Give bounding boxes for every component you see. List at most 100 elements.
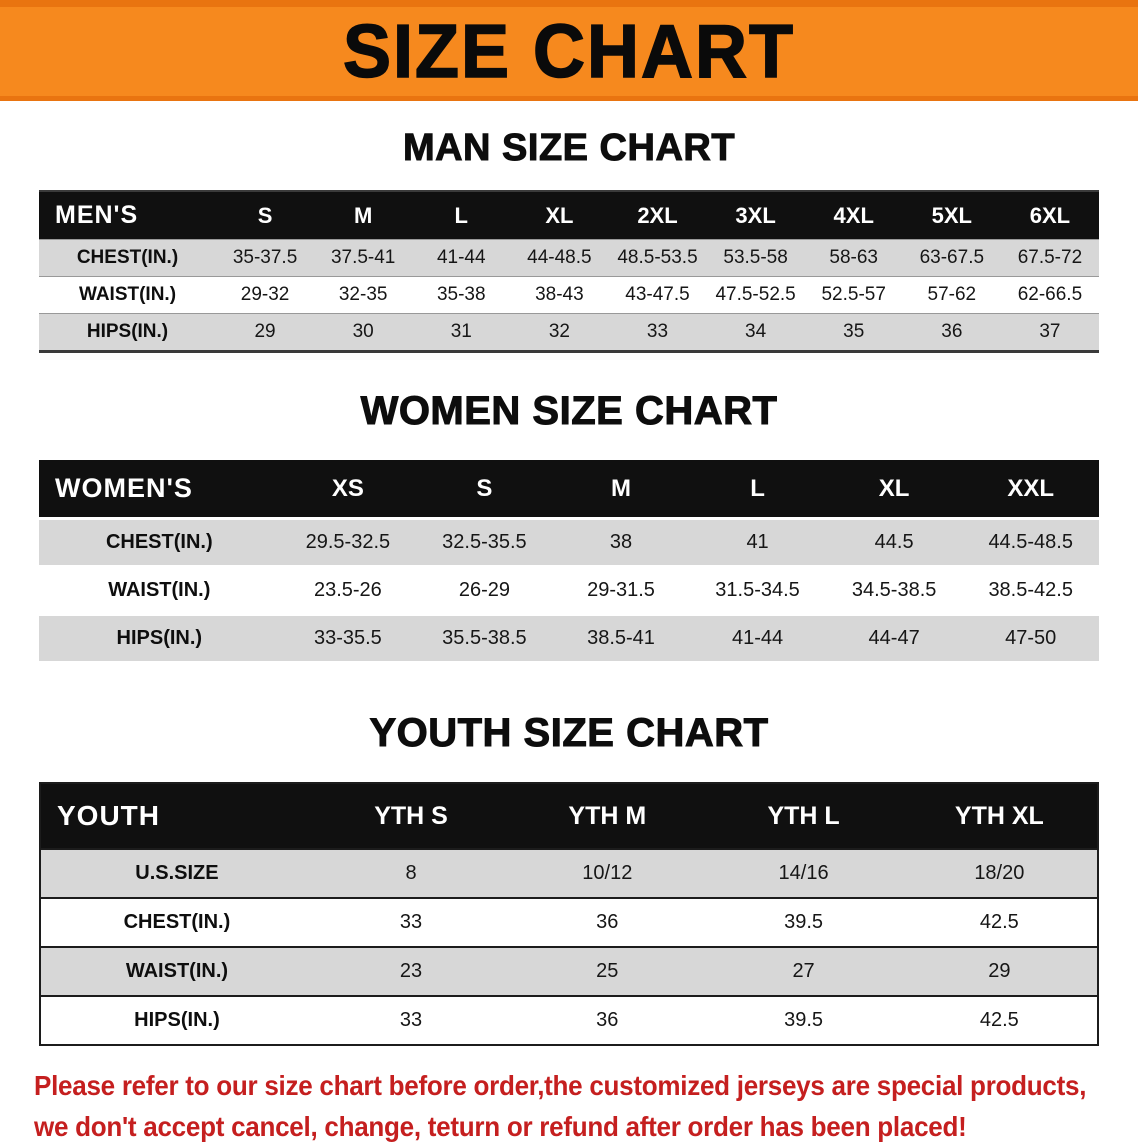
table-row: WAIST(IN.) 23 25 27 29 (40, 947, 1098, 996)
men-chart-heading: MAN SIZE CHART (402, 127, 736, 170)
table-row: U.S.SIZE 8 10/12 14/16 18/20 (40, 849, 1098, 898)
section-women: WOMEN SIZE CHART WOMEN'S XS S M L XL XXL CHEST(… (0, 389, 1138, 661)
size-value-cell: 37.5-41 (330, 247, 396, 268)
size-value-cell: 44-47 (868, 627, 920, 649)
size-value-cell: 63-67.5 (919, 247, 985, 268)
size-column-header: YTH M (568, 801, 647, 830)
size-value-cell: 37 (1039, 321, 1061, 342)
size-value-cell: 47.5-52.5 (715, 284, 796, 305)
size-column-header: 5XL (931, 202, 972, 228)
women-chart-heading: WOMEN SIZE CHART (360, 389, 778, 434)
size-value-cell: 14/16 (778, 862, 829, 884)
size-value-cell: 39.5 (784, 911, 824, 933)
size-value-cell: 29 (254, 321, 276, 342)
size-value-cell: 31 (450, 321, 472, 342)
size-value-cell: 33 (399, 911, 423, 933)
section-men: MAN SIZE CHART MEN'S S M L XL 2XL 3XL 4XL 5XL 6XL… (0, 127, 1138, 353)
page-title: SIZE CHART (342, 9, 795, 94)
size-value-cell: 29-32 (240, 284, 290, 305)
size-value-cell: 62-66.5 (1017, 284, 1083, 305)
size-value-cell: 44.5 (874, 531, 914, 553)
size-value-cell: 29 (988, 960, 1011, 982)
size-column-header: S (257, 202, 273, 228)
size-value-cell: 34 (745, 321, 767, 342)
size-value-cell: 57-62 (927, 284, 977, 305)
disclaimer-line-1: Please refer to our size chart before or… (34, 1070, 1087, 1101)
size-value-cell: 38-43 (535, 284, 584, 305)
size-value-cell: 48.5-53.5 (617, 247, 698, 268)
section-youth: YOUTH SIZE CHART YOUTH YTH S YTH M YTH L YTH… (0, 711, 1138, 1046)
size-column-header: YTH L (767, 801, 840, 830)
banner: SIZE CHART (0, 0, 1138, 101)
size-value-cell: 35 (843, 321, 865, 342)
size-value-cell: 32-35 (338, 284, 388, 305)
size-value-cell: 38.5-41 (587, 627, 655, 649)
size-column-header: 6XL (1029, 202, 1071, 228)
size-value-cell: 38 (609, 531, 633, 553)
row-label-cell: WAIST(IN.) (108, 579, 211, 601)
size-column-header: 4XL (833, 202, 874, 228)
table-row: CHEST(IN.) 35-37.5 37.5-41 41-44 44-48.5 48.5… (39, 239, 1099, 277)
women-size-table: WOMEN'S XS S M L XL XXL CHEST(IN.) 29.5-32.5 32.5… (39, 460, 1099, 661)
size-value-cell: 42.5 (979, 1009, 1019, 1031)
table-title-cell: WOMEN'S (55, 473, 193, 503)
size-value-cell: 35-38 (436, 284, 486, 305)
size-column-header: 3XL (735, 202, 776, 228)
size-value-cell: 44-48.5 (527, 247, 592, 268)
row-label-cell: HIPS(IN.) (116, 627, 203, 649)
size-value-cell: 10/12 (582, 862, 633, 884)
size-value-cell: 41-44 (436, 247, 486, 268)
table-row: CHEST(IN.) 29.5-32.5 32.5-35.5 38 41 44.5 44.5… (39, 518, 1099, 567)
size-value-cell: 31.5-34.5 (715, 579, 800, 601)
table-row: WAIST(IN.) 29-32 32-35 35-38 38-43 43-47.5 47.… (39, 276, 1099, 314)
table-row: WAIST(IN.) 23.5-26 26-29 29-31.5 31.5-34.5 34… (39, 566, 1099, 615)
row-label-cell: CHEST(IN.) (105, 531, 213, 553)
size-value-cell: 34.5-38.5 (851, 579, 937, 601)
size-column-header: M (611, 474, 631, 502)
table-title-cell: MEN'S (55, 201, 139, 229)
table-header-row: YOUTH YTH S YTH M YTH L YTH XL (40, 783, 1098, 849)
size-value-cell: 36 (941, 321, 963, 342)
size-value-cell: 35-37.5 (232, 247, 298, 268)
size-column-header: XL (545, 202, 574, 228)
table-row: HIPS(IN.) 29 30 31 32 33 34 35 36 37 (39, 313, 1099, 352)
size-value-cell: 38.5-42.5 (988, 579, 1073, 601)
row-label-cell: HIPS(IN.) (86, 321, 169, 342)
youth-chart-heading: YOUTH SIZE CHART (369, 711, 769, 756)
size-column-header: 2XL (637, 202, 678, 228)
size-value-cell: 32.5-35.5 (442, 531, 527, 553)
size-value-cell: 41 (746, 531, 769, 553)
size-value-cell: 41-44 (731, 627, 784, 649)
table-row: CHEST(IN.) 33 36 39.5 42.5 (40, 898, 1098, 947)
size-column-header: XL (878, 474, 910, 502)
size-value-cell: 23 (399, 960, 423, 982)
size-value-cell: 35.5-38.5 (442, 627, 527, 649)
size-value-cell: 18/20 (974, 862, 1025, 884)
size-value-cell: 43-47.5 (625, 284, 690, 305)
youth-size-table: YOUTH YTH S YTH M YTH L YTH XL U.S.SIZE 8 10/12… (39, 782, 1099, 1046)
size-value-cell: 58-63 (829, 247, 879, 268)
row-label-cell: CHEST(IN.) (76, 247, 179, 268)
size-value-cell: 27 (792, 960, 815, 982)
size-value-cell: 44.5-48.5 (988, 531, 1073, 553)
size-value-cell: 29-31.5 (587, 579, 655, 601)
size-value-cell: 30 (352, 321, 374, 342)
size-value-cell: 33 (646, 321, 669, 342)
size-value-cell: 52.5-57 (821, 284, 886, 305)
table-header-row: WOMEN'S XS S M L XL XXL (39, 460, 1099, 519)
size-value-cell: 29.5-32.5 (305, 531, 391, 553)
size-value-cell: 36 (596, 1009, 619, 1031)
size-column-header: XXL (1007, 474, 1055, 502)
size-value-cell: 32 (548, 321, 570, 342)
size-value-cell: 47-50 (1005, 627, 1057, 649)
size-value-cell: 67.5-72 (1017, 247, 1083, 268)
men-size-table: MEN'S S M L XL 2XL 3XL 4XL 5XL 6XL CHEST(IN.) 35-37… (39, 190, 1099, 353)
size-column-header: L (454, 202, 468, 228)
size-value-cell: 33-35.5 (313, 627, 382, 649)
size-value-cell: 26-29 (458, 579, 511, 601)
row-label-cell: U.S.SIZE (135, 862, 219, 884)
size-value-cell: 39.5 (784, 1009, 824, 1031)
size-value-cell: 53.5-58 (723, 247, 788, 268)
size-column-header: L (750, 474, 765, 502)
